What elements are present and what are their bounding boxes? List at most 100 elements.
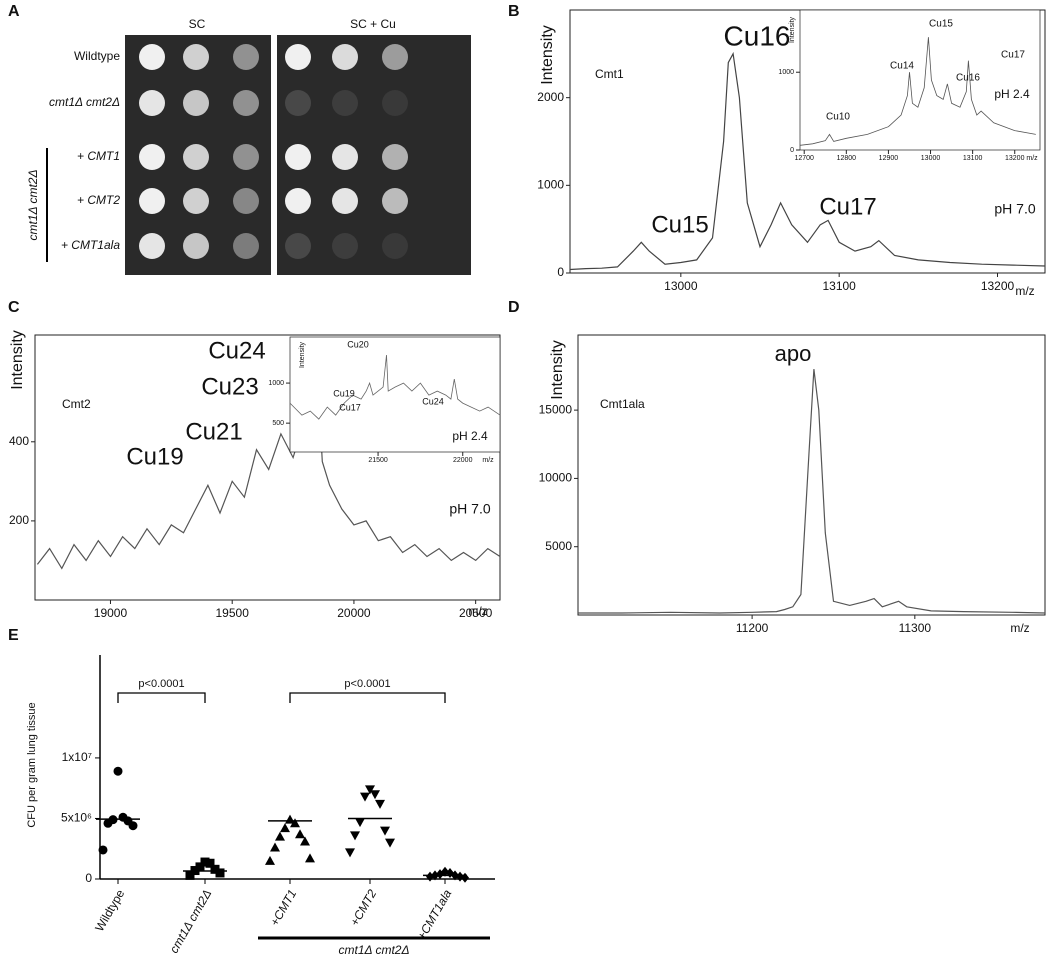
x-axis-label: m/z <box>482 457 494 464</box>
significance-bracket <box>117 692 206 703</box>
x-axis-label: m/z <box>468 604 487 618</box>
colony-spot <box>332 144 358 170</box>
spectrum <box>36 370 501 570</box>
x-tick-label: 11300 <box>899 621 932 635</box>
spectrum <box>578 369 1046 614</box>
x-tick-label: 13200 <box>1005 155 1025 162</box>
group-label: cmt1Δ cmt2Δ <box>26 170 40 241</box>
peak-label: Cu16 <box>956 73 980 84</box>
x-tick-label: +CMT2 <box>347 887 379 929</box>
x-axis-label: m/z <box>1010 621 1029 635</box>
y-tick-label: 1000 <box>268 380 284 387</box>
x-tick-label: 19000 <box>94 606 128 620</box>
colony-spot <box>233 188 259 214</box>
data-point <box>265 855 275 865</box>
colony-spot <box>285 188 311 214</box>
x-tick-label: 13200 <box>981 279 1015 293</box>
y-tick-label: 0 <box>85 871 92 885</box>
x-axis-label: m/z <box>1015 284 1034 298</box>
x-tick-label: 13000 <box>664 279 698 293</box>
colony-spot <box>382 90 408 116</box>
colony-spot <box>285 44 311 70</box>
x-tick-label: +CMT1ala <box>414 887 454 943</box>
row-label: Wildtype <box>74 49 120 63</box>
x-tick-label: 12700 <box>794 155 814 162</box>
panel-label: A <box>8 3 20 20</box>
y-axis-label: Intensity <box>789 16 796 43</box>
x-tick-label: Wildtype <box>92 887 127 934</box>
y-tick-label: 2000 <box>537 90 564 104</box>
data-point <box>113 766 123 776</box>
y-axis-label: Intensity <box>299 341 306 368</box>
data-point <box>365 785 375 795</box>
data-point <box>215 868 225 878</box>
row-label: + CMT2 <box>77 193 120 207</box>
group-label: cmt1Δ cmt2Δ <box>339 943 410 957</box>
colony-spot <box>183 188 209 214</box>
data-point <box>128 821 138 831</box>
colony-spot <box>332 233 358 259</box>
sample-name: Cmt2 <box>62 397 91 411</box>
peak-label: Cu17 <box>819 193 876 220</box>
x-tick-label: 20000 <box>337 606 371 620</box>
column-header: SC + Cu <box>350 17 396 31</box>
sample-name: Cmt1ala <box>600 397 645 411</box>
y-axis-label: Intensity <box>9 330 26 390</box>
x-tick-label: 13100 <box>963 155 983 162</box>
data-point <box>350 831 360 841</box>
colony-spot <box>382 144 408 170</box>
spectrum <box>289 354 501 420</box>
row-label: + CMT1 <box>77 149 120 163</box>
data-point <box>195 862 205 872</box>
data-point <box>280 823 290 833</box>
peak-label: Cu21 <box>185 418 242 445</box>
colony-spot <box>139 233 165 259</box>
data-point <box>210 864 220 874</box>
peak-label: Cu17 <box>339 402 361 412</box>
significance-bracket <box>289 692 446 703</box>
y-tick-label: 0 <box>790 147 794 154</box>
y-tick-label: 1000 <box>778 69 794 76</box>
p-value: p<0.0001 <box>138 678 184 690</box>
colony-spot <box>233 90 259 116</box>
colony-spot <box>332 188 358 214</box>
data-point <box>98 845 108 855</box>
data-point <box>385 838 395 848</box>
colony-spot <box>285 233 311 259</box>
panel-label: D <box>508 299 520 316</box>
data-point <box>380 826 390 836</box>
peak-label: Cu15 <box>929 19 953 30</box>
x-tick-label: 11200 <box>736 621 769 635</box>
data-point <box>360 792 370 802</box>
plot-frame <box>799 9 1041 151</box>
colony-spot <box>183 144 209 170</box>
y-axis-label: Intensity <box>539 25 556 85</box>
data-point <box>205 858 215 868</box>
y-tick-label: 500 <box>272 420 284 427</box>
colony-spot <box>139 144 165 170</box>
y-tick-label: 0 <box>557 265 564 279</box>
data-point <box>345 848 355 858</box>
data-point <box>355 818 365 828</box>
colony-spot <box>183 90 209 116</box>
x-tick-label: 22000 <box>453 457 473 464</box>
y-tick-label: 200 <box>9 513 29 527</box>
panel-label: C <box>8 299 20 316</box>
x-tick-label: 12900 <box>879 155 899 162</box>
peak-label: Cu23 <box>201 373 258 400</box>
data-point <box>370 790 380 800</box>
y-tick-label: 400 <box>9 434 29 448</box>
data-point <box>461 872 469 883</box>
colony-spot <box>285 144 311 170</box>
x-tick-label: 20500 <box>459 606 493 620</box>
peak-label: Cu24 <box>208 337 265 364</box>
y-tick-label: 15000 <box>539 402 573 416</box>
colony-spot <box>233 233 259 259</box>
peak-label: Cu14 <box>890 61 914 72</box>
colony-spot <box>139 44 165 70</box>
row-label: cmt1Δ cmt2Δ <box>49 95 120 109</box>
data-point <box>275 831 285 841</box>
colony-spot <box>382 44 408 70</box>
panel-label: B <box>508 3 520 20</box>
y-axis-label: CFU per gram lung tissue <box>26 702 38 827</box>
